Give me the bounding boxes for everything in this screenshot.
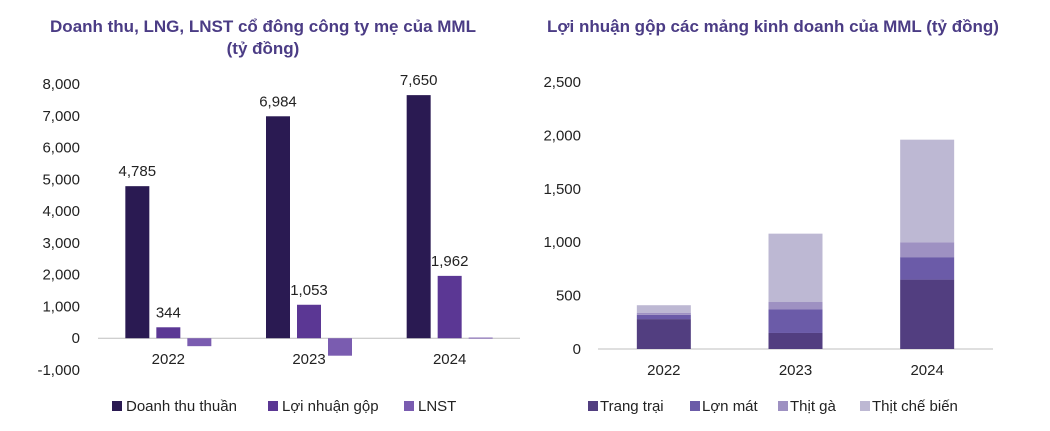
- chart1-data-label: 4,785: [119, 163, 157, 180]
- chart2-bar-segment: [900, 257, 955, 280]
- chart1-legend-swatch: [404, 401, 414, 411]
- chart1-ytick-label: 0: [72, 330, 80, 347]
- chart2-ytick-label: 500: [556, 288, 581, 305]
- chart1-ytick-label: 5,000: [42, 171, 80, 188]
- chart1-ytick-label: 4,000: [42, 203, 80, 220]
- chart1-legend-swatch: [112, 401, 122, 411]
- chart1-legend-swatch: [268, 401, 278, 411]
- chart2-xtick-label: 2022: [647, 362, 680, 379]
- chart1-legend-label: LNST: [418, 398, 456, 415]
- chart1-bar: [406, 95, 431, 339]
- chart1-data-label: 1,962: [431, 253, 469, 270]
- chart1-bar: [125, 186, 150, 339]
- chart2-bar-segment: [768, 302, 823, 310]
- chart2-legend-label: Thịt gà: [790, 398, 837, 415]
- chart2-plot: 2,500 2,000 1,500 1,000 500 0 2022 2023 2024 Tran…: [543, 74, 993, 415]
- chart2-ytick-label: 1,500: [543, 181, 581, 198]
- chart1-bar: [468, 337, 493, 339]
- chart2-bar-segment: [900, 139, 955, 243]
- chart1-legend-label: Lợi nhuận gộp: [282, 398, 379, 415]
- chart2-legend-swatch: [778, 401, 788, 411]
- chart2-bar-segment: [636, 312, 691, 315]
- chart1-data-label: 7,650: [400, 72, 438, 89]
- chart2-title: Lợi nhuận gộp các mảng kinh doanh của MM…: [547, 17, 999, 36]
- chart2-legend-label: Thịt chế biến: [872, 398, 958, 415]
- chart2-bar-segment: [768, 332, 823, 349]
- chart2-xtick-label: 2024: [910, 362, 943, 379]
- chart1-ytick-label: 7,000: [42, 108, 80, 125]
- chart1-bar: [297, 304, 321, 339]
- chart1-ytick-label: 2,000: [42, 267, 80, 284]
- chart1-ytick-label: 8,000: [42, 76, 80, 93]
- chart2-bar-segment: [636, 305, 691, 313]
- chart1-bar: [187, 338, 212, 347]
- chart2-ytick-label: 1,000: [543, 234, 581, 251]
- chart2-bar-segment: [768, 233, 823, 303]
- chart2-legend-swatch: [860, 401, 870, 411]
- chart1-ytick-label: 1,000: [42, 298, 80, 315]
- chart2-ytick-label: 2,000: [543, 127, 581, 144]
- chart2-legend-label: Trang trại: [600, 398, 664, 415]
- chart1-data-label: 344: [156, 304, 181, 321]
- chart2-legend-swatch: [690, 401, 700, 411]
- chart1-bar: [266, 116, 290, 339]
- chart1-title-line2: (tỷ đồng): [227, 39, 300, 58]
- chart2-bar-segment: [900, 279, 955, 349]
- chart1-xtick-label: 2024: [433, 351, 466, 368]
- chart1-ytick-label: 6,000: [42, 140, 80, 157]
- chart2-bar-segment: [636, 319, 691, 349]
- chart1-ytick-label: -1,000: [37, 362, 80, 379]
- chart1-bar: [156, 327, 181, 339]
- chart2-bar-segment: [636, 314, 691, 320]
- chart2-bar-segment: [900, 242, 955, 258]
- chart1-data-label: 6,984: [259, 93, 297, 110]
- chart1-plot: 8,000 7,000 6,000 5,000 4,000 3,000 2,000 1,000…: [37, 72, 520, 415]
- chart1-xtick-label: 2022: [152, 351, 185, 368]
- chart1-bar: [328, 338, 352, 356]
- chart1-legend-label: Doanh thu thuần: [126, 398, 237, 415]
- chart1-xtick-label: 2023: [292, 351, 325, 368]
- chart1-ytick-label: 3,000: [42, 235, 80, 252]
- chart2-legend-label: Lợn mát: [702, 398, 759, 415]
- chart2-ytick-label: 0: [573, 341, 581, 358]
- chart1-data-label: 1,053: [290, 282, 328, 299]
- chart1-title-line1: Doanh thu, LNG, LNST cổ đông công ty mẹ …: [50, 17, 476, 36]
- chart2-bar-segment: [768, 309, 823, 333]
- chart2-xtick-label: 2023: [779, 362, 812, 379]
- chart2-ytick-label: 2,500: [543, 74, 581, 91]
- chart1-bar: [437, 275, 462, 339]
- chart2-legend-swatch: [588, 401, 598, 411]
